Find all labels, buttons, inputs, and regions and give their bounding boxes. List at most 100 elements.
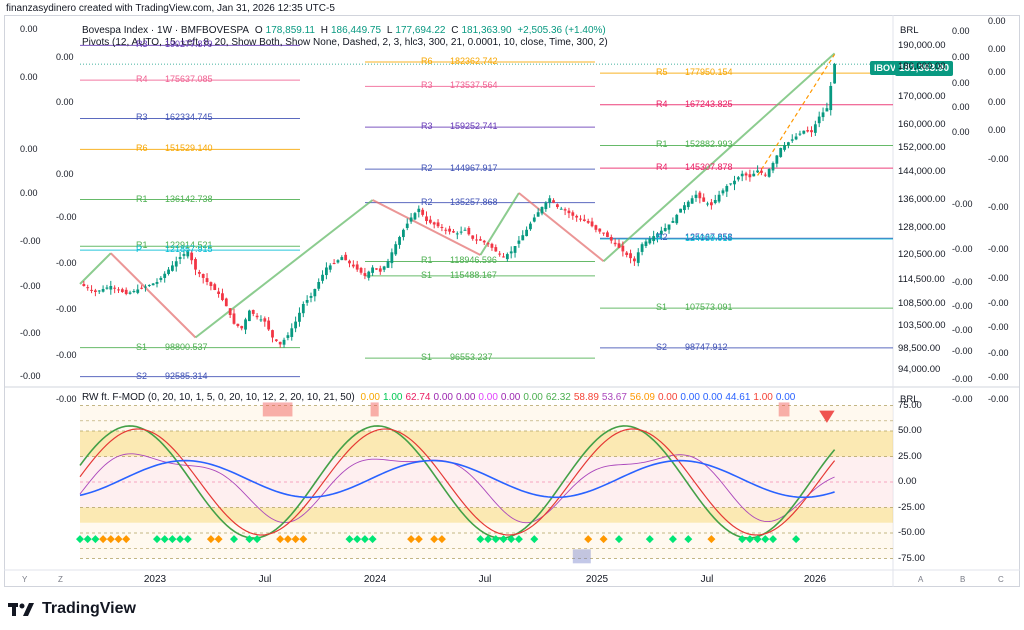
pivot-level-value: 144967.917 [450, 163, 498, 174]
candle-body [771, 163, 775, 171]
outer-right-scale-label: -0.00 [988, 154, 1009, 164]
indicator-value: 62.74 [405, 392, 431, 403]
candle-body [532, 217, 536, 222]
pivot-level-tag: R1 [136, 240, 148, 251]
time-axis-label: 2026 [803, 574, 827, 585]
pivot-level-tag: R6 [421, 56, 433, 67]
candle-body [432, 222, 436, 225]
candle-body [421, 209, 425, 215]
price-tick-label: 120,500.00 [898, 249, 946, 260]
inner-right-scale-label: -0.00 [952, 394, 973, 404]
candle-body [586, 221, 590, 223]
candle-body [567, 210, 571, 214]
indicator-value: 0.00 [523, 392, 543, 403]
candle-body [459, 231, 463, 233]
pivot-level-value: 152882.993 [685, 139, 733, 150]
pivot-level-value: 182362.742 [450, 56, 498, 67]
candle-body [255, 315, 259, 318]
sell-signal-marker [707, 535, 716, 544]
buy-signal-marker [91, 535, 100, 544]
left-scale-label: -0.00 [20, 236, 41, 246]
oscillator-tick-label: 75.00 [898, 399, 922, 411]
candle-body [656, 233, 659, 238]
candle-body [633, 258, 636, 262]
pivots-legend[interactable]: Pivots (12, AUTO, 15, Left, 8, 20, Show … [82, 37, 611, 48]
inner-right-scale-label: 0.00 [952, 26, 970, 36]
candle-body [325, 267, 328, 276]
candle-body [463, 229, 467, 231]
candle-body [240, 326, 244, 329]
pivot-level-tag: R2 [656, 232, 668, 243]
candle-body [124, 289, 128, 294]
indicator-name: RW ft. F-MOD (0, 20, 10, 1, 5, 0, 20, 10… [82, 392, 355, 403]
candle-body [405, 223, 409, 229]
zigzag-up-leg [194, 199, 374, 339]
price-tick-label: 136,000.00 [898, 194, 946, 205]
sell-signal-marker [414, 535, 423, 544]
candle-body [328, 265, 332, 270]
candle-body [629, 253, 632, 259]
pivot-level-value: 125167.858 [685, 232, 733, 243]
zoom-button[interactable]: Z [58, 575, 63, 584]
candle-body [105, 287, 109, 289]
pivot-level-value: 151529.140 [165, 143, 213, 154]
outer-right-scale-label: -0.00 [988, 348, 1009, 358]
candle-body [471, 235, 475, 239]
candle-body [779, 148, 783, 157]
candle-body [101, 289, 105, 292]
buy-signal-marker [761, 535, 770, 544]
candle-body [679, 208, 682, 213]
candle-body [575, 215, 579, 218]
pivot-level-tag: R3 [421, 80, 433, 91]
b-button[interactable]: B [960, 575, 966, 584]
left-scale-label: -0.00 [20, 281, 41, 291]
candle-body [521, 235, 525, 241]
indicator-value: 53.67 [601, 392, 627, 403]
candle-body [344, 254, 348, 261]
candle-body [271, 330, 274, 338]
candle-body [371, 267, 374, 273]
outer-right-scale-label: -0.00 [988, 394, 1009, 404]
outer-right-scale-label: -0.00 [988, 322, 1009, 332]
price-tick-label: 180,000.00 [898, 61, 946, 72]
candle-body [736, 177, 740, 180]
c-button[interactable]: C [998, 575, 1004, 584]
candle-body [151, 283, 155, 286]
candle-body [394, 244, 398, 255]
candle-body [351, 264, 355, 267]
pivot-level-tag: R1 [136, 193, 148, 204]
sell-signal-marker [299, 535, 308, 544]
pivot-level-value: 167243.825 [685, 98, 733, 109]
oscillator-tick-label: 25.00 [898, 450, 922, 462]
price-tick-label: 144,000.00 [898, 166, 946, 177]
tradingview-logo[interactable]: TradingView [8, 600, 136, 618]
candle-body [444, 229, 448, 231]
candle-body [794, 136, 798, 140]
oversold-highlight [572, 549, 591, 564]
price-tick-label: 114,500.00 [898, 274, 945, 285]
zigzag-down-leg [372, 199, 481, 256]
inner-right-scale-label: 0.00 [952, 52, 970, 62]
candle-body [452, 231, 455, 233]
pivot-level-tag: P [136, 244, 143, 255]
sell-signal-marker [99, 535, 108, 544]
pivot-level-value: 162334.745 [165, 112, 213, 123]
candle-body [117, 289, 120, 291]
candle-body [224, 298, 228, 307]
auto-scale-button[interactable]: A [918, 575, 924, 584]
buy-signal-marker [615, 535, 623, 544]
pivot-level-value: 159252.741 [450, 121, 498, 132]
time-axis-label: Jul [258, 574, 272, 585]
candle-body [710, 202, 713, 206]
candle-body [579, 218, 582, 220]
candle-body [332, 263, 336, 265]
indicator-value: 56.09 [629, 392, 655, 403]
pivot-level-tag: R2 [421, 196, 433, 207]
symbol-legend[interactable]: Bovespa Index · 1W · BMFBOVESPA O 178,859… [82, 25, 609, 36]
indicator-legend[interactable]: RW ft. F-MOD (0, 20, 10, 1, 5, 0, 20, 10… [82, 392, 798, 403]
red-oscillator-line [79, 428, 836, 536]
brand-name: TradingView [42, 600, 136, 617]
log-scale-button[interactable]: Y [22, 575, 28, 584]
candle-body [355, 264, 359, 270]
